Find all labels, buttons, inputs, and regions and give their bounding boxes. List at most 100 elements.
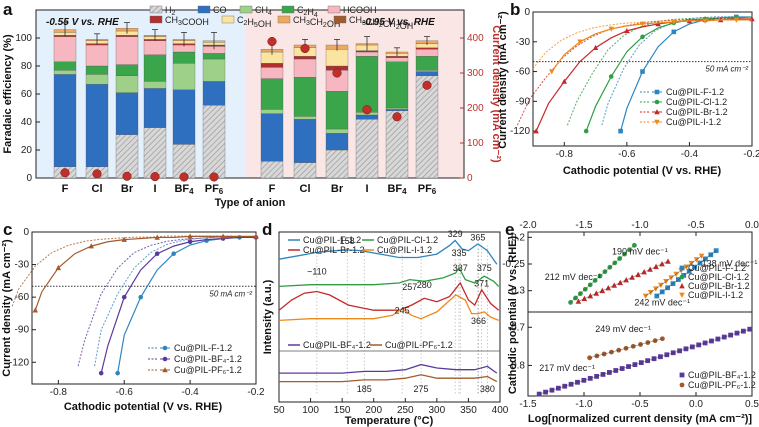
reference-label: 50 mA cm⁻² <box>705 65 748 74</box>
legend-label-CH4: CH4 <box>255 5 272 17</box>
legend-label: Cu@PIL-I-1.2 <box>666 117 721 127</box>
category-label: Br <box>331 183 344 195</box>
legend-label-C2H5OH: C2H5OH <box>237 15 271 29</box>
peak-label: 275 <box>414 384 429 394</box>
label-part: H <box>247 17 254 27</box>
legend-swatch-C2H4 <box>281 5 295 14</box>
panel-c-ylabel: Current density (mA cm⁻²) <box>1 239 13 377</box>
current-density-dot <box>150 172 160 182</box>
point-Cu@PIL-Br-1.2 <box>655 21 661 27</box>
bar-segment-CH4 <box>385 107 409 110</box>
bar-segment-C2H4 <box>385 61 409 109</box>
label-sub: 2 <box>244 20 248 27</box>
bar-segment-CH4 <box>325 128 349 134</box>
y-right-tick-label: 400 <box>467 33 484 44</box>
label-part: H <box>165 5 172 15</box>
bottom-fit-Cu@PIL-BF4-1.2 <box>539 328 750 395</box>
legend-label: Cu@PIL-PF₆-1.2 <box>688 380 756 390</box>
x-tick-label: -0.4 <box>182 387 200 398</box>
point-Cu@PIL-I-1.2 <box>733 17 740 23</box>
dashed-line-Cu@PIL-F-1.2 <box>94 236 233 367</box>
label-part: H <box>307 7 314 17</box>
panel-d-ylabel: Intensity (a.u.) <box>262 279 274 354</box>
bar-segment-HCOOH <box>293 58 317 78</box>
label-sub: 3 <box>178 20 182 27</box>
panel-d-frame <box>278 231 501 403</box>
peak-label: 375 <box>477 263 492 273</box>
cat-base: F <box>62 183 69 195</box>
current-density-dot <box>422 80 432 90</box>
category-label: Cl <box>300 183 311 195</box>
cat-sub: 6 <box>219 187 224 196</box>
y-tick-label: -120 <box>510 126 530 137</box>
dashed-line-Cu@PIL-BF4-1.2 <box>77 236 233 367</box>
y-tick-label: -30 <box>15 260 30 271</box>
legend-marker <box>654 119 660 125</box>
bar-segment-H2 <box>143 127 167 179</box>
panel-a-axes: F Cl Br I BF4 PF6 F Cl Br I BF4 PF60204060801000100… <box>15 33 484 196</box>
top-fit-Cu@PIL-Br-1.2 <box>578 261 669 302</box>
label-sub: 5 <box>254 22 258 29</box>
label-part: OH <box>258 19 272 29</box>
bar-segment-CH4 <box>143 81 167 89</box>
x-tick-label: 250 <box>397 405 414 416</box>
bar-segment-HCOOH <box>355 51 379 57</box>
current-density-dot <box>122 171 132 181</box>
x-tick-label: 50 <box>273 405 285 416</box>
legend-label: Cu@PIL-F-1.2 <box>303 235 361 245</box>
tafel-slope-label: 217 mV dec⁻¹ <box>539 363 595 373</box>
bar-segment-HCOOH <box>85 44 109 67</box>
point-Cu@PIL-PF6-1.2 <box>32 307 38 313</box>
label-sub: 3 <box>306 20 310 27</box>
bar-segment-C2H4 <box>85 65 109 75</box>
label-part: CH <box>366 17 379 27</box>
point-Cu@PIL-Br-1.2 <box>624 27 630 34</box>
x-tick-label: 400 <box>492 405 509 416</box>
label-sub: 2 <box>396 24 400 31</box>
point-Cu@PIL-Cl-1.2 <box>583 128 589 134</box>
legend-label: Cu@PIL-Br-1.2 <box>303 245 365 255</box>
y-tick-label: 80 <box>21 61 33 72</box>
legend-label: Cu@PIL-Br-1.2 <box>688 281 750 291</box>
peak-label: 257 <box>402 282 417 292</box>
category-label: BF4 <box>387 183 407 196</box>
point-Cu@PIL-I-1.2 <box>577 39 583 45</box>
peak-label: 380 <box>480 384 495 394</box>
top-x-tick-label: -1.5 <box>575 220 593 231</box>
peak-label: 371 <box>474 278 489 288</box>
bar-segment-CH3COOH <box>260 63 284 68</box>
tpd-Cu@PIL-Cl-1.2 <box>278 266 500 288</box>
panel-a-xlabel: Type of anion <box>215 197 286 209</box>
current-density-dot <box>179 172 189 182</box>
y-tick-label: 40 <box>21 117 33 128</box>
bar-segment-HCOOH <box>260 67 284 79</box>
line-Cu@PIL-I-1.2 <box>551 19 752 72</box>
peak-label: 185 <box>357 384 372 394</box>
bar-segment-CO <box>415 71 439 76</box>
point-Cu@PIL-PF6-1.2 <box>88 243 94 249</box>
label-part: CH <box>383 19 396 29</box>
bar-segment-C2H4 <box>172 51 196 64</box>
panel-a-ylabel-right: Current density (mA cm⁻²) <box>490 25 502 163</box>
bottom-x-tick-label: 0.5 <box>745 399 759 410</box>
x-tick-label: -0.2 <box>743 149 759 160</box>
bar-segment-CH4 <box>115 75 139 93</box>
cat-base: I <box>153 183 156 195</box>
bar-segment-CO <box>385 109 409 111</box>
y-tick-label: 20 <box>21 145 33 156</box>
point-Cu@PIL-Br-1.2 <box>592 44 599 51</box>
legend-label: Cu@PIL-BF₄-1.2 <box>688 370 756 380</box>
panel-e-ylabel: Cathodic potential (V vs. RHE) <box>507 236 519 395</box>
tpd-Cu@PIL-I-1.2 <box>278 294 499 322</box>
cat-base: Cl <box>300 183 311 195</box>
y-tick-label: -90 <box>516 96 531 107</box>
y-right-tick-label: 100 <box>467 138 484 149</box>
panel-label-d: d <box>262 220 272 239</box>
bottom-y-tick-label: -0.7 <box>508 322 526 333</box>
bottom-x-tick-label: -1.0 <box>575 399 593 410</box>
peak-label: 158 <box>340 236 355 246</box>
category-label: BF4 <box>174 183 194 196</box>
x-tick-label: 300 <box>429 405 446 416</box>
y-tick-label: 100 <box>15 33 32 44</box>
legend-label: Cu@PIL-F-1.2 <box>174 343 232 353</box>
